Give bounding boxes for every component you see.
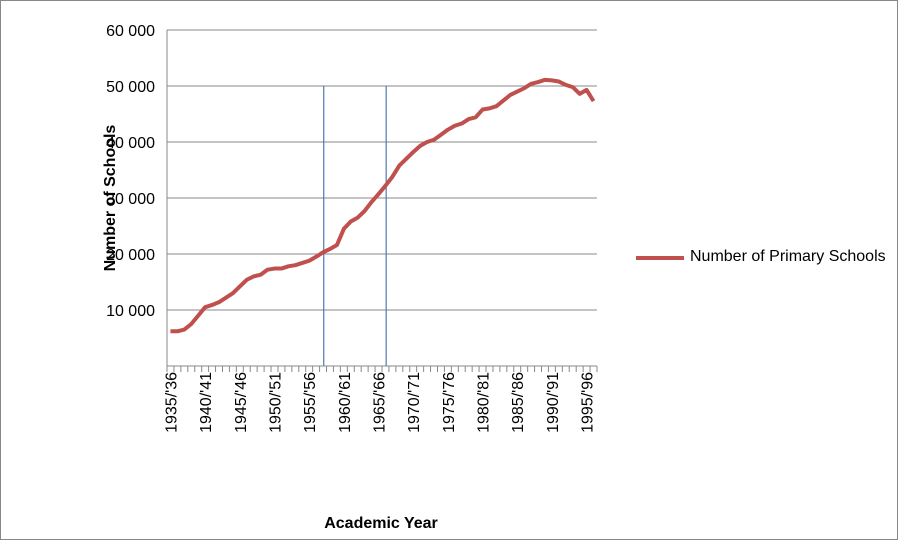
y-axis-title: Number of Schools [102,125,119,272]
x-tick-label: 1980/'81 [476,372,493,433]
x-tick-label: 1975/'76 [441,372,458,433]
x-tick-label: 1955/'56 [302,372,319,433]
x-tick-label: 1995/'96 [580,372,597,433]
y-tick-label: 50 000 [106,79,155,96]
x-tick-label: 1935/'36 [163,372,180,433]
x-tick-label: 1945/'46 [233,372,250,433]
y-tick-label: 30 000 [106,191,155,208]
data-line [170,77,596,334]
x-tick-label: 1940/'41 [198,372,215,433]
x-tick-label: 1970/'71 [406,372,423,433]
legend-label: Number of Primary Schools [690,248,886,265]
y-tick-label: 20 000 [106,247,155,264]
x-axis-title: Academic Year [324,515,438,532]
x-tick-label: 1990/'91 [545,372,562,433]
x-tick-label: 1965/'66 [372,372,389,433]
y-tick-label: 40 000 [106,135,155,152]
y-tick-label: 60 000 [106,23,155,40]
x-tick-label: 1985/'86 [510,372,527,433]
x-tick-label: 1960/'61 [337,372,354,433]
x-tick-label: 1950/'51 [268,372,285,433]
y-tick-label: 10 000 [106,303,155,320]
